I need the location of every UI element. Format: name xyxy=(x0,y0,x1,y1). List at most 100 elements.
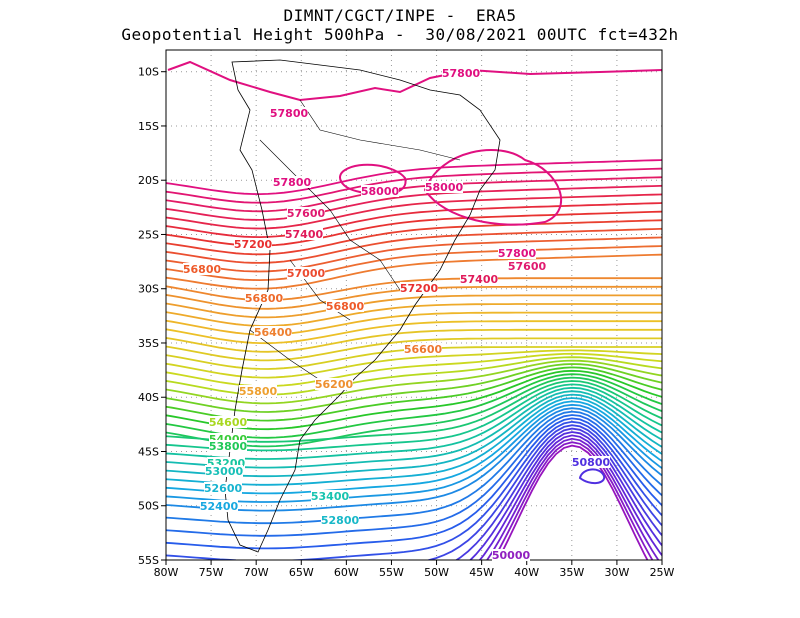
contour-label-bg xyxy=(245,292,283,304)
contour-label: 56800 xyxy=(183,263,222,276)
contour-line xyxy=(166,167,662,204)
contour-label: 53800 xyxy=(209,440,248,453)
x-tick-label: 70W xyxy=(244,566,269,579)
coastlines xyxy=(224,59,501,553)
contour-line xyxy=(166,363,662,413)
contour-label: 56800 xyxy=(326,300,365,313)
map-title-line-2: Geopotential Height 500hPa - 30/08/2021 … xyxy=(121,25,679,44)
y-tick-label: 35S xyxy=(138,337,159,350)
contour-label-bg xyxy=(404,343,442,355)
contour-label-bg xyxy=(460,273,498,285)
contour-label: 50000 xyxy=(492,549,531,562)
contour-label-bg xyxy=(254,326,292,338)
contour-line xyxy=(454,427,662,560)
x-tick-label: 55W xyxy=(379,566,404,579)
map-title-line-1: DIMNT/CGCT/INPE - ERA5 xyxy=(283,6,517,25)
contour-label-bg xyxy=(234,238,272,250)
south-america-coast xyxy=(224,59,501,553)
contour-label: 52800 xyxy=(321,514,360,527)
contour-line xyxy=(166,176,662,213)
contour-label: 58000 xyxy=(425,181,464,194)
contour-label-bg xyxy=(321,514,359,526)
contour-label: 56400 xyxy=(254,326,293,339)
x-tick-label: 50W xyxy=(424,566,449,579)
contour-cell-58000 xyxy=(423,149,563,226)
contour-label: 58000 xyxy=(361,185,400,198)
y-tick-label: 45S xyxy=(138,445,159,458)
contour-line xyxy=(492,441,654,560)
contour-line xyxy=(425,424,662,560)
contour-label-bg xyxy=(239,385,277,397)
contour-label: 57600 xyxy=(508,260,547,273)
x-tick-label: 65W xyxy=(289,566,314,579)
map-frame xyxy=(165,49,663,561)
contour-line xyxy=(469,431,662,560)
contour-label-bg xyxy=(315,378,353,390)
contour-line xyxy=(166,420,662,560)
y-tick-label: 55S xyxy=(138,554,159,567)
contour-label: 52400 xyxy=(200,500,239,513)
y-tick-label: 20S xyxy=(138,174,159,187)
x-tick-label: 40W xyxy=(514,566,539,579)
contour-line xyxy=(166,303,662,327)
axis-ticks: 80W 75W 70W 65W 60W 55W 50W 45W 40W 35W 30W 25W 10S 1… xyxy=(138,66,675,579)
contour-label: 53400 xyxy=(311,490,350,503)
contour-line xyxy=(166,193,662,230)
contour-label-bg xyxy=(400,282,438,294)
x-tick-label: 80W xyxy=(154,566,179,579)
contour-label-bg xyxy=(326,300,364,312)
contour-label-bg xyxy=(311,490,349,502)
contour-line xyxy=(166,184,662,221)
contour-line xyxy=(166,407,662,512)
contour-label-bg xyxy=(492,549,530,561)
x-tick-label: 25W xyxy=(650,566,675,579)
contour-label: 57400 xyxy=(285,228,324,241)
contour-label-bg xyxy=(508,260,546,272)
contour-line xyxy=(166,320,662,345)
y-tick-label: 50S xyxy=(138,500,159,513)
contour-label: 53000 xyxy=(205,465,244,478)
contour-label: 50800 xyxy=(572,456,611,469)
contour-line xyxy=(166,417,662,550)
contour-label: 57600 xyxy=(287,207,326,220)
contour-label-bg xyxy=(285,228,323,240)
contour-label: 57400 xyxy=(460,273,499,286)
contour-label: 57000 xyxy=(287,267,326,280)
contour-labels: 57800 57800 57800 58000 58000 57600 57400 57200… xyxy=(183,67,611,562)
contour-line xyxy=(496,444,649,560)
contour-label-bg xyxy=(287,267,325,279)
x-tick-label: 35W xyxy=(559,566,584,579)
contour-line xyxy=(166,159,662,196)
contour-label-bg xyxy=(209,440,247,452)
contour-label-bg xyxy=(287,207,325,219)
contour-label-bg xyxy=(270,107,308,119)
contour-label: 57200 xyxy=(234,238,273,251)
country-borders xyxy=(249,99,461,381)
contour-label: 57800 xyxy=(270,107,309,120)
y-tick-label: 15S xyxy=(138,120,159,133)
x-tick-label: 75W xyxy=(199,566,224,579)
y-tick-label: 40S xyxy=(138,391,159,404)
contour-label: 57800 xyxy=(498,247,537,260)
contour-line xyxy=(166,414,662,537)
contour-line xyxy=(166,352,662,388)
contour-line xyxy=(166,294,662,319)
contour-line xyxy=(166,277,662,302)
contour-label-bg xyxy=(204,482,242,494)
contour-line xyxy=(166,219,662,256)
contour-label: 57200 xyxy=(400,282,439,295)
contour-label-bg xyxy=(205,465,243,477)
y-tick-label: 25S xyxy=(138,228,159,241)
contour-line xyxy=(486,437,660,560)
contour-cell-50800 xyxy=(578,468,606,484)
contour-line xyxy=(478,434,662,560)
contour-line xyxy=(166,311,662,336)
contour-line xyxy=(166,202,662,239)
contour-label: 56200 xyxy=(315,378,354,391)
contour-line xyxy=(166,236,662,273)
contour-label-bg xyxy=(273,176,311,188)
contour-label-bg xyxy=(209,416,247,428)
x-tick-label: 30W xyxy=(604,566,629,579)
contour-label: 56600 xyxy=(404,343,443,356)
